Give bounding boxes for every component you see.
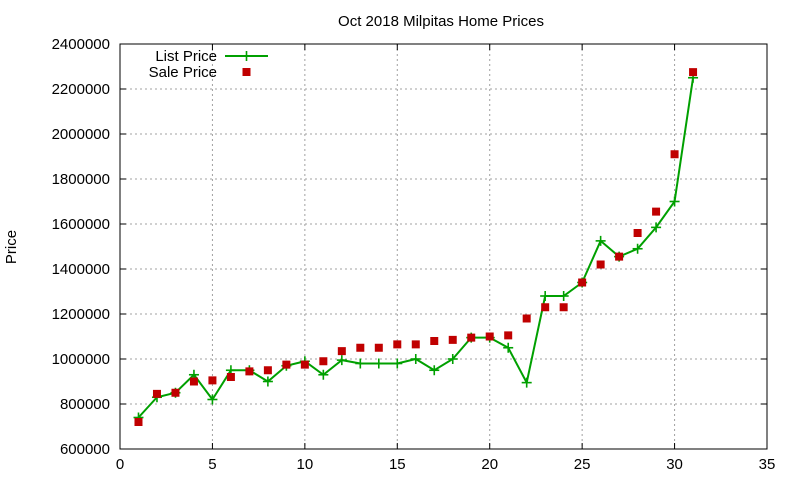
- list-price-point: [429, 365, 440, 376]
- y-tick-label: 2400000: [52, 36, 110, 53]
- list-price-point: [503, 342, 514, 353]
- sale-price-point: [300, 360, 309, 369]
- sale-price-point: [670, 150, 679, 159]
- sale-price-point: [134, 418, 143, 426]
- y-tick-label: 1200000: [52, 306, 110, 323]
- y-tick-label: 1800000: [52, 171, 110, 188]
- list-price-point: [632, 243, 643, 254]
- sale-price-point: [189, 377, 198, 386]
- y-tick-label: 600000: [60, 441, 110, 458]
- y-tick-label: 1400000: [52, 261, 110, 278]
- list-price-point: [447, 354, 458, 364]
- x-tick-label: 20: [481, 456, 498, 473]
- sale-price-point: [374, 343, 383, 352]
- list-price-point: [318, 369, 329, 380]
- axes: 0 5 10 15 20 25 30 35 600000 800000 1000000 1200000…: [52, 36, 776, 473]
- sale-price-point: [578, 278, 587, 287]
- list-price-line: [137, 77, 695, 419]
- sale-price-point: [615, 252, 624, 261]
- list-price-point: [373, 358, 384, 369]
- sale-price-point: [282, 360, 291, 369]
- sale-price-point: [430, 337, 439, 345]
- legend-swatch-sale-price: [242, 68, 251, 76]
- list-price-point: [521, 377, 532, 388]
- list-price-point: [651, 222, 662, 233]
- list-price-point: [262, 376, 273, 387]
- sale-price-point: [689, 68, 698, 77]
- plot-border: [119, 43, 768, 450]
- y-tick-label: 800000: [60, 396, 110, 413]
- x-tick-label: 5: [208, 456, 216, 473]
- sale-price-point: [263, 366, 272, 375]
- sale-price-point: [319, 357, 328, 366]
- sale-price-point: [541, 303, 550, 312]
- y-tick-label: 1600000: [52, 216, 110, 233]
- x-tick-label: 10: [297, 456, 314, 473]
- grid: [120, 44, 767, 449]
- legend-label-sale-price: Sale Price: [149, 64, 217, 81]
- list-price-point: [669, 196, 680, 207]
- sale-price-point: [208, 376, 217, 385]
- sale-price-point: [245, 367, 254, 376]
- x-tick-label: 0: [116, 456, 124, 473]
- list-price-point: [355, 358, 366, 369]
- sale-price-point: [356, 343, 365, 352]
- x-tick-label: 15: [389, 456, 406, 473]
- y-axis-label: Price: [3, 230, 20, 264]
- x-tick-label: 30: [666, 456, 683, 473]
- list-price-point: [392, 358, 403, 369]
- x-tick-label: 25: [574, 456, 591, 473]
- sale-price-point: [652, 207, 661, 216]
- sale-price-point: [448, 335, 457, 344]
- list-price-point: [595, 235, 606, 246]
- sale-price-point: [633, 229, 642, 237]
- sale-price-point: [171, 388, 180, 397]
- sale-price-point: [559, 303, 568, 312]
- y-tick-label: 2000000: [52, 126, 110, 143]
- list-price-point: [336, 355, 347, 366]
- chart-title: Oct 2018 Milpitas Home Prices: [338, 13, 544, 30]
- sale-price-point: [596, 260, 605, 269]
- sale-price-point: [393, 340, 402, 349]
- legend-label-list-price: List Price: [155, 48, 217, 65]
- list-price-point: [558, 291, 569, 301]
- y-tick-label: 1000000: [52, 351, 110, 368]
- list-price-point: [207, 394, 218, 405]
- sale-price-point: [226, 373, 235, 381]
- sale-price-point: [504, 331, 513, 340]
- sale-price-point: [467, 333, 476, 342]
- legend-marker-list-price: [241, 51, 252, 61]
- sale-price-point: [485, 332, 494, 341]
- x-tick-label: 35: [759, 456, 776, 473]
- sale-price-point: [337, 347, 346, 356]
- y-tick-label: 2200000: [52, 81, 110, 98]
- plot-area: [133, 68, 699, 426]
- sale-price-point: [152, 389, 161, 398]
- sale-price-point: [522, 314, 531, 323]
- list-price-point: [410, 354, 421, 364]
- sale-price-point: [411, 340, 420, 349]
- list-price-point: [540, 291, 551, 301]
